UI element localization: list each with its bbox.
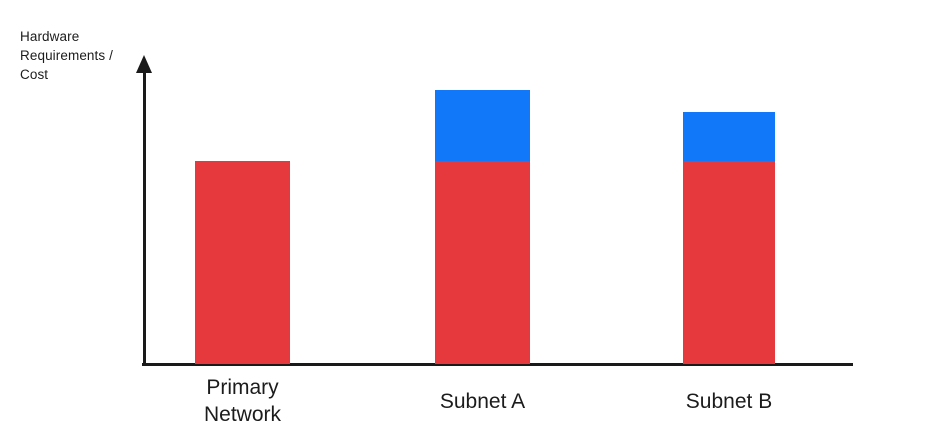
bar-subnet-b [683, 112, 775, 364]
bar-segment-blue [683, 112, 775, 161]
x-tick-label-subnet-b: Subnet B [685, 390, 773, 413]
bar-segment-red [195, 161, 290, 364]
x-tick-label-subnet-a: Subnet A [439, 390, 526, 413]
y-axis-arrow-icon [136, 55, 152, 73]
x-axis-line [142, 363, 853, 366]
bar-primary-network [195, 161, 290, 364]
y-axis-line [143, 70, 146, 366]
bar-segment-red [435, 161, 530, 364]
y-axis-label: Hardware Requirements / Cost [20, 29, 113, 82]
bar-subnet-a [435, 89, 530, 364]
bar-segment-red [683, 161, 775, 364]
bar-segment-blue [435, 89, 530, 161]
x-tick-label-primary-network: Primary Network [203, 376, 282, 426]
